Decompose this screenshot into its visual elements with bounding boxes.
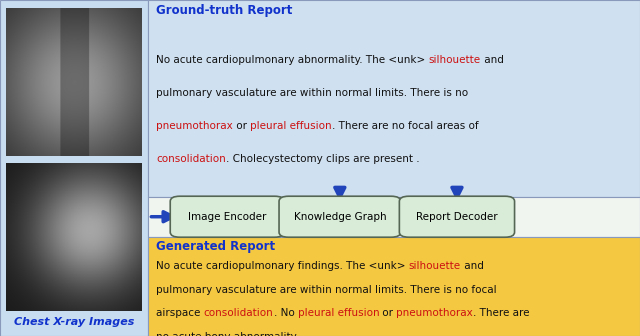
Text: airspace: airspace <box>156 308 204 319</box>
Text: . There are no focal areas of: . There are no focal areas of <box>332 121 479 131</box>
Text: pleural effusion: pleural effusion <box>298 308 379 319</box>
FancyBboxPatch shape <box>170 196 284 237</box>
Text: pneumothorax: pneumothorax <box>396 308 473 319</box>
Text: Report Decoder: Report Decoder <box>416 212 498 222</box>
Text: pulmonary vasculature are within normal limits. There is no focal: pulmonary vasculature are within normal … <box>156 285 497 295</box>
Text: Ground-truth Report: Ground-truth Report <box>156 4 292 17</box>
Text: no acute bony abnormality .: no acute bony abnormality . <box>156 332 303 336</box>
Text: No acute cardiopulmonary abnormality. The <unk>: No acute cardiopulmonary abnormality. Th… <box>156 55 429 65</box>
Text: pulmonary vasculature are within normal limits. There is no: pulmonary vasculature are within normal … <box>156 88 468 98</box>
Text: . There are: . There are <box>473 308 530 319</box>
Text: No acute cardiopulmonary findings. The <unk>: No acute cardiopulmonary findings. The <… <box>156 261 409 271</box>
Text: Image Encoder: Image Encoder <box>188 212 266 222</box>
Text: Chest X-ray Images: Chest X-ray Images <box>14 317 134 327</box>
Text: consolidation: consolidation <box>156 154 226 164</box>
FancyBboxPatch shape <box>148 237 640 336</box>
Text: or: or <box>233 121 250 131</box>
FancyBboxPatch shape <box>0 0 148 336</box>
FancyBboxPatch shape <box>399 196 515 237</box>
Text: pneumothorax: pneumothorax <box>156 121 233 131</box>
FancyBboxPatch shape <box>279 196 401 237</box>
Text: silhouette: silhouette <box>409 261 461 271</box>
Text: . No: . No <box>273 308 298 319</box>
Text: . Cholecystectomy clips are present .: . Cholecystectomy clips are present . <box>226 154 420 164</box>
FancyBboxPatch shape <box>148 0 640 197</box>
Text: and: and <box>481 55 504 65</box>
Text: pleural effusion: pleural effusion <box>250 121 332 131</box>
FancyBboxPatch shape <box>148 197 640 237</box>
Text: Knowledge Graph: Knowledge Graph <box>294 212 386 222</box>
Text: and: and <box>461 261 484 271</box>
Text: silhouette: silhouette <box>429 55 481 65</box>
Text: or: or <box>379 308 396 319</box>
Text: Generated Report: Generated Report <box>156 240 275 253</box>
Text: consolidation: consolidation <box>204 308 273 319</box>
